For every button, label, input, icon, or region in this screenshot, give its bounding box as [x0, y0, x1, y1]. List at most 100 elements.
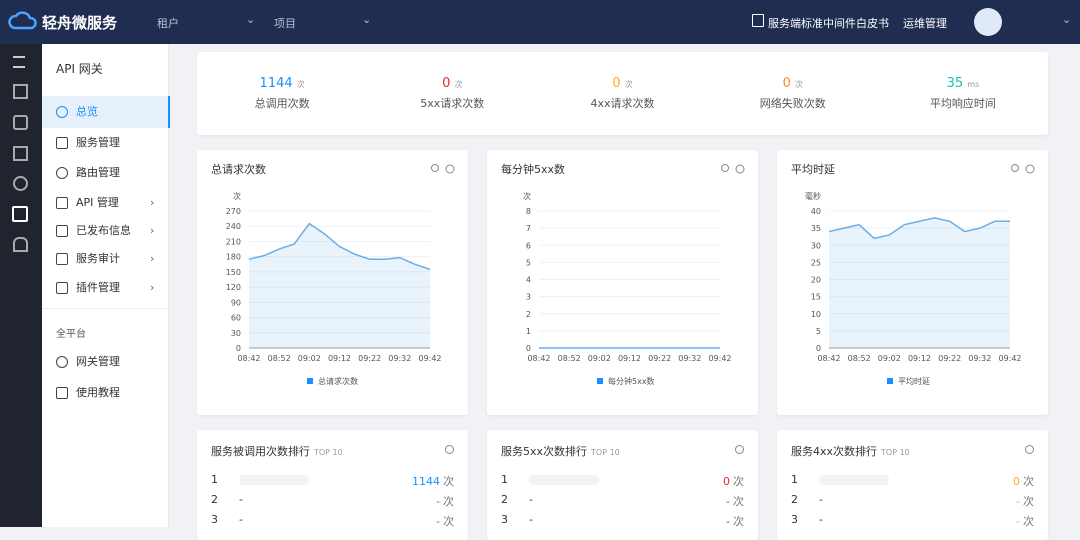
x-tick-label: 09:42 — [998, 354, 1021, 363]
menu-item[interactable]: 网关管理 — [42, 348, 168, 376]
legend-swatch — [307, 378, 313, 384]
logo — [8, 11, 37, 30]
stat-unit: 次 — [454, 80, 463, 89]
y-tick-label: 35 — [811, 224, 821, 233]
nav-icon[interactable] — [13, 115, 28, 130]
chevron: ⌄ — [246, 13, 256, 26]
ranking-row: 3--次 — [211, 513, 454, 531]
menu-item-active[interactable]: 总览 — [42, 96, 170, 128]
ranking-row: 3--次 — [501, 513, 744, 531]
ranking-value-cell: -次 — [436, 493, 454, 509]
tenant-select[interactable]: 租户 — [157, 17, 179, 30]
menu-label: 服务审计 — [76, 252, 120, 265]
menu-item[interactable]: 插件管理 › — [42, 274, 168, 302]
menu-item[interactable]: 服务审计 › — [42, 245, 168, 273]
rank: 3 — [501, 513, 508, 526]
ranking-card: 服务被调用次数排行 TOP 10 1 1144 次 2- - 次 3- - 次 — [197, 430, 468, 540]
nav-icon[interactable] — [13, 146, 28, 161]
ranking-value-cell: 1144 次 — [412, 473, 454, 489]
menu-item[interactable]: 使用教程 — [42, 379, 168, 407]
zoom-icon[interactable] — [1011, 164, 1019, 172]
service-name: - — [529, 513, 533, 526]
nav-icon-active[interactable] — [12, 206, 28, 222]
y-axis-label: 次 — [523, 191, 531, 201]
service-name: - — [239, 513, 243, 526]
menu-item[interactable]: 已发布信息 › — [42, 217, 168, 245]
stat-value: 0 — [612, 76, 621, 91]
ranking-row: 3--次 — [791, 513, 1034, 531]
refresh-icon[interactable] — [1025, 445, 1034, 454]
ranking-header: 服务5xx次数排行 TOP 10 — [501, 443, 620, 459]
service-name-blurred — [239, 475, 309, 485]
y-tick-label: 1 — [526, 327, 531, 336]
project-select[interactable]: 项目 — [274, 17, 296, 30]
ranking-value: 0 — [1013, 475, 1020, 488]
stat-value: 35 — [946, 76, 964, 91]
legend-swatch — [597, 378, 603, 384]
ranking-value: - — [1016, 515, 1020, 528]
menu-section: 全平台 — [56, 329, 86, 340]
y-tick-label: 2 — [526, 310, 531, 319]
rank: 2 — [791, 493, 798, 506]
chart-card: 每分钟5xx数次 0 1 2 3 4 5 6 7 8 08:42 08:52 09:02 09:12 09:… — [487, 150, 758, 415]
zoom-icon[interactable] — [721, 164, 729, 172]
stat-label: 平均响应时间 — [929, 97, 996, 110]
x-tick-label: 08:42 — [527, 354, 550, 363]
ranking-row: 2--次 — [211, 493, 454, 511]
stat-value-row: 35 ms — [878, 76, 1048, 91]
rank: 3 — [791, 513, 798, 526]
zoom-icon[interactable] — [431, 164, 439, 172]
y-tick-label: 270 — [226, 207, 241, 216]
ranking-unit: 次 — [443, 475, 454, 488]
menu-label: 插件管理 — [76, 281, 120, 294]
refresh-icon[interactable] — [735, 445, 744, 454]
menu-label: 网关管理 — [76, 355, 120, 368]
x-tick-label: 09:12 — [328, 354, 351, 363]
chevron: ⌄ — [1062, 13, 1072, 26]
nav-icon[interactable] — [13, 84, 28, 99]
ranking-title: 服务被调用次数排行 — [211, 445, 310, 458]
x-tick-label: 09:42 — [418, 354, 441, 363]
y-tick-label: 0 — [236, 344, 241, 353]
legend-label: 平均时延 — [898, 376, 930, 386]
ranking-title: 服务4xx次数排行 — [791, 445, 878, 458]
menu-label: 总览 — [76, 105, 98, 118]
legend-label: 总请求次数 — [318, 376, 358, 386]
stat-value: 0 — [442, 76, 451, 91]
stat-unit: 次 — [624, 80, 633, 89]
nav-icon[interactable] — [13, 237, 28, 252]
ranking-unit: 次 — [733, 495, 744, 508]
legend-swatch — [887, 378, 893, 384]
ranking-unit: 次 — [443, 515, 454, 528]
rank: 1 — [211, 473, 218, 486]
line — [828, 217, 1010, 240]
menu-item[interactable]: 路由管理 — [42, 159, 168, 187]
service-name: - — [819, 493, 823, 506]
x-tick-label: 09:12 — [908, 354, 931, 363]
menu-item[interactable]: 服务管理 — [42, 129, 168, 157]
nav-icon[interactable] — [13, 176, 28, 191]
stat-item: 1144 次总调用次数 — [197, 76, 367, 111]
menu-label: 路由管理 — [76, 166, 120, 179]
chart-title: 平均时延 — [791, 163, 835, 176]
whitepaper-link[interactable]: 服务端标准中间件白皮书 — [768, 17, 889, 30]
avatar[interactable] — [974, 8, 1002, 36]
ops-link[interactable]: 运维管理 — [903, 17, 947, 30]
menu-item[interactable]: API 管理 › — [42, 189, 168, 217]
ranking-badge: TOP 10 — [314, 448, 343, 457]
x-tick-label: 08:52 — [558, 354, 581, 363]
ranking-unit: 次 — [1023, 515, 1034, 528]
refresh-icon — [445, 164, 455, 174]
refresh-icon[interactable] — [445, 445, 454, 454]
stat-value: 0 — [782, 76, 791, 91]
menu-label: 服务管理 — [76, 136, 120, 149]
x-tick-label: 09:12 — [618, 354, 641, 363]
menu-icon[interactable] — [13, 56, 25, 68]
x-tick-label: 09:32 — [968, 354, 991, 363]
rank: 2 — [211, 493, 218, 506]
x-tick-label: 09:42 — [708, 354, 731, 363]
